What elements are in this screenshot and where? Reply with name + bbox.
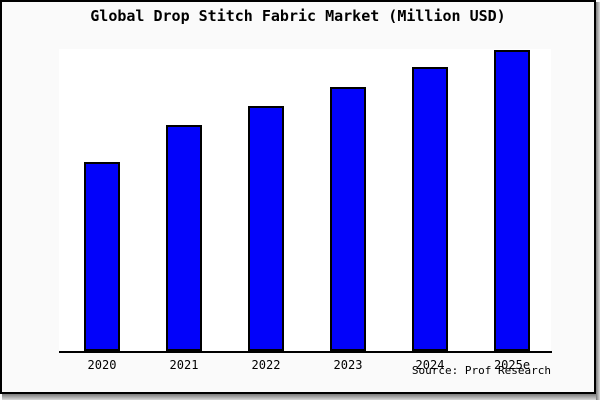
- x-tick-2020: 2020: [87, 358, 117, 372]
- bar-2023: [330, 87, 366, 351]
- x-tick-2023: 2023: [333, 358, 363, 372]
- bar-2021: [166, 125, 202, 351]
- chart-title: Global Drop Stitch Fabric Market (Millio…: [90, 7, 506, 25]
- bar-2020: [84, 162, 120, 351]
- drop-shadow-right-icon: [596, 2, 600, 400]
- plot-area: [59, 49, 551, 351]
- x-tick-2022: 2022: [251, 358, 281, 372]
- source-note: Source: Prof Research: [411, 364, 551, 377]
- bar-2022: [248, 106, 284, 351]
- drop-shadow-bottom-icon: [2, 394, 596, 400]
- x-tick-2021: 2021: [169, 358, 199, 372]
- x-axis-line: [59, 351, 552, 353]
- chart-frame: Global Drop Stitch Fabric Market (Millio…: [0, 0, 596, 394]
- bar-2025e: [494, 50, 530, 351]
- bar-2024: [412, 67, 448, 351]
